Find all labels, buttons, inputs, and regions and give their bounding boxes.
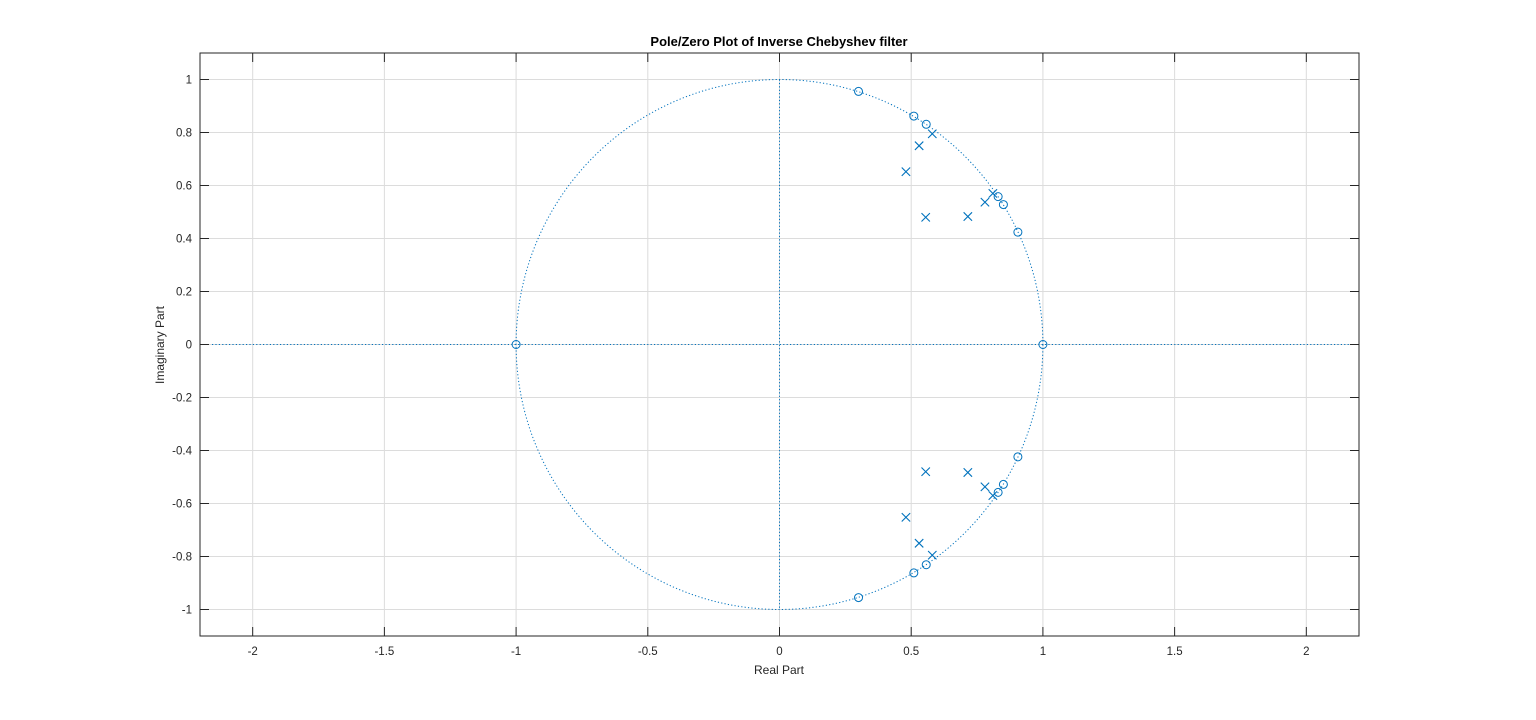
y-tick-label: 0.4 — [176, 234, 193, 246]
y-tick-label: 0 — [186, 340, 192, 352]
pole-marker — [980, 482, 990, 492]
x-tick-label: 2 — [1303, 646, 1309, 658]
y-tick-label: -0.4 — [172, 446, 192, 458]
zero-marker — [909, 568, 919, 578]
x-tick-label: -2 — [248, 646, 258, 658]
pole-marker — [914, 538, 924, 548]
y-axis-label: Imaginary Part — [153, 305, 167, 384]
pole-marker — [927, 129, 937, 139]
zero-marker — [1013, 227, 1023, 237]
reference-lines — [212, 79, 1349, 610]
x-tick-label: -0.5 — [638, 646, 658, 658]
chart-title: Pole/Zero Plot of Inverse Chebyshev filt… — [650, 34, 907, 49]
pole-marker — [914, 141, 924, 151]
zero-marker — [511, 340, 521, 349]
pole-marker — [988, 188, 998, 199]
x-tick-label: 1.5 — [1167, 646, 1183, 658]
y-tick-label: -0.8 — [172, 552, 192, 564]
x-tick-label: -1 — [511, 646, 521, 658]
pole-marker — [980, 197, 990, 207]
zero-marker — [1038, 340, 1048, 349]
pole-marker — [927, 550, 937, 560]
y-tick-label: 0.2 — [176, 287, 192, 299]
zero-marker — [998, 200, 1008, 210]
y-tick-label: 0.8 — [176, 128, 192, 140]
zero-marker — [921, 560, 931, 570]
y-tick-label: 1 — [186, 75, 192, 87]
axes-frame — [199, 52, 1360, 637]
zero-marker — [993, 192, 1003, 202]
pole-marker — [921, 212, 931, 222]
x-tick-label: 0 — [776, 646, 782, 658]
zero-marker — [921, 119, 931, 129]
pole-marker — [921, 467, 931, 477]
zero-marker — [854, 86, 864, 96]
pole-marker — [963, 467, 973, 478]
zero-marker — [854, 593, 864, 603]
x-tick-label: 0.5 — [903, 646, 919, 658]
y-tick-label: 0.6 — [176, 181, 192, 193]
zero-marker — [998, 479, 1008, 489]
x-tick-label: 1 — [1040, 646, 1046, 658]
x-tick-label: -1.5 — [374, 646, 394, 658]
pole-marker — [901, 167, 911, 177]
data-markers — [511, 86, 1048, 603]
zero-marker — [909, 111, 919, 121]
tick-labels: -2 -1.5 -1 -0.5 0 0.5 1 1.5 2 -1 -0.8 -0.6 -0.4 -0.2 0… — [172, 75, 1309, 659]
y-tick-label: -0.2 — [172, 393, 192, 405]
pole-marker — [963, 211, 973, 222]
zero-marker — [1013, 452, 1023, 462]
pole-marker — [901, 512, 911, 522]
pole-marker — [988, 490, 998, 501]
zero-marker — [993, 487, 1003, 497]
y-tick-label: -0.6 — [172, 499, 192, 511]
y-tick-label: -1 — [182, 605, 192, 617]
x-axis-label: Real Part — [754, 663, 805, 677]
